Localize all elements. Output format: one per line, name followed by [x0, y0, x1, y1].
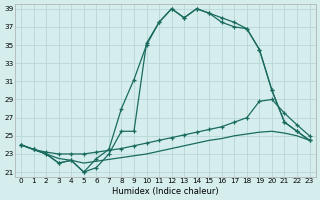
X-axis label: Humidex (Indice chaleur): Humidex (Indice chaleur)	[112, 187, 219, 196]
